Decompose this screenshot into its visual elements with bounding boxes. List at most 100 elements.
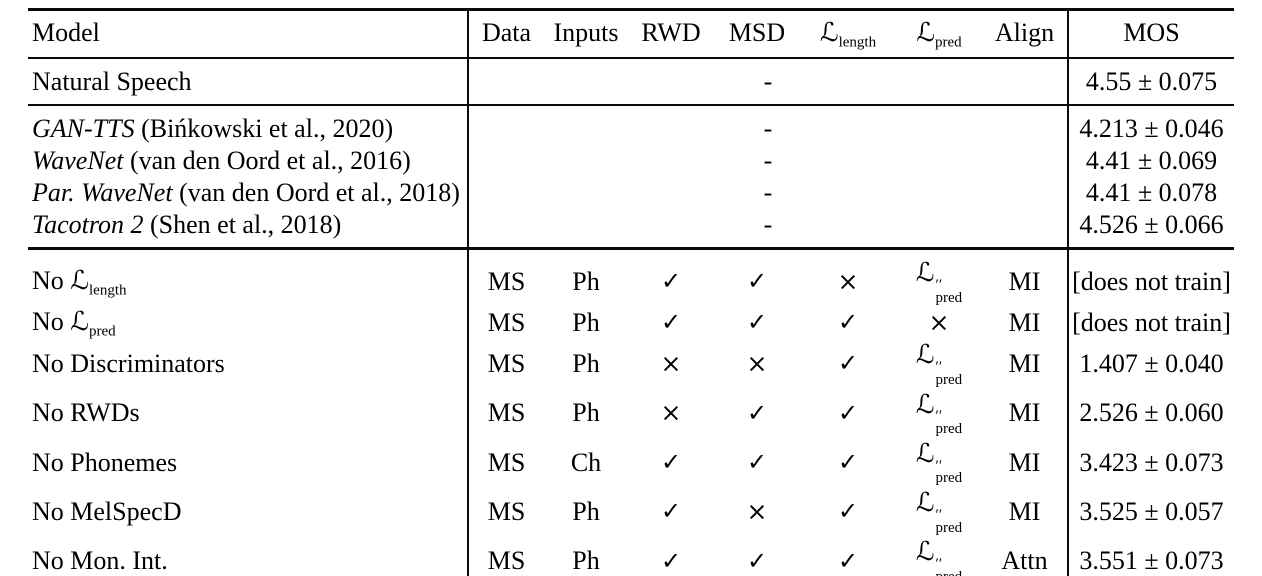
script-L-symbol: ℒ (915, 389, 935, 420)
table-row: No ℒlength MS Ph ✓ ✓ × ℒ ′′ pred MI [does not trai… (28, 248, 1234, 307)
model-name-cell: No RWDs (32, 398, 140, 428)
script-L-symbol: ℒ (70, 266, 90, 297)
column-header-align: Align (994, 18, 1055, 47)
inputs-cell: Ch (570, 447, 602, 477)
data-cell: MS (467, 306, 544, 340)
align-cell: Attn (1001, 546, 1048, 576)
align-cell: MI (1008, 447, 1041, 477)
rwd-cell: ✓ (628, 249, 714, 307)
align-cell: MI (1008, 266, 1041, 296)
column-header-lpred: ℒpred (916, 18, 962, 51)
check-mark: ✓ (837, 546, 859, 575)
msd-cell: × (714, 487, 800, 536)
rwd-cell: × (628, 389, 714, 438)
cross-mark: × (928, 307, 950, 337)
inputs-cell: Ph (572, 496, 600, 526)
check-mark: ✓ (837, 497, 859, 526)
mos-value-cell: 4.41 ± 0.069 (1067, 145, 1234, 177)
lpred-cell: ℒ′′pred (915, 258, 963, 306)
script-L-symbol: ℒ (70, 307, 90, 338)
mos-value-cell: 4.55 ± 0.075 (1067, 58, 1234, 105)
table-row: GAN-TTS (Bińkowski et al., 2020) -4.213 ±… (28, 105, 1234, 145)
inputs-cell: Ph (572, 348, 600, 378)
msd-cell: × (714, 339, 800, 388)
table-group-ablations: No ℒlength MS Ph ✓ ✓ × ℒ ′′ pred MI [does not trai… (28, 248, 1234, 576)
table-group-baselines: GAN-TTS (Bińkowski et al., 2020) -4.213 ±… (28, 105, 1234, 249)
model-name-cell: Natural Speech (32, 67, 192, 96)
data-cell: MS (467, 536, 544, 576)
not-applicable-cell: - (467, 58, 1068, 105)
msd-cell: ✓ (714, 389, 800, 438)
not-applicable-cell: - (467, 145, 1068, 177)
column-header-inputs: Inputs (553, 18, 619, 47)
inputs-cell: Ph (572, 546, 600, 576)
rwd-cell: ✓ (628, 536, 714, 576)
model-name-cell: No ℒlength (32, 266, 127, 299)
data-cell: MS (467, 388, 544, 438)
llength-cell: ✓ (800, 389, 896, 438)
check-mark: ✓ (837, 448, 859, 477)
model-name-cell: GAN-TTS (Bińkowski et al., 2020) (32, 114, 394, 143)
model-name-cell: Par. WaveNet (van den Oord et al., 2018) (32, 178, 460, 207)
align-cell: MI (1008, 496, 1041, 526)
column-header-model: Model (32, 18, 100, 47)
lpred-cell: ℒ′′pred (915, 340, 963, 388)
inputs-cell: Ph (572, 266, 600, 296)
inputs-cell: Ph (572, 398, 600, 428)
inputs-cell: Ph (572, 307, 600, 337)
rwd-cell: × (628, 339, 714, 388)
table-header: Model Data Inputs RWD MSD ℒlength ℒpred Align MO… (28, 9, 1234, 58)
mos-value-cell: 4.213 ± 0.046 (1067, 105, 1234, 145)
rwd-cell: ✓ (628, 438, 714, 487)
table-row: No Phonemes MS Ch ✓ ✓ ✓ ℒ ′′ pred MI 3.423 ± 0.073 (28, 437, 1234, 488)
llength-cell: ✓ (800, 339, 896, 388)
lpred-cell: ℒ′′pred (915, 389, 963, 438)
script-L-symbol: ℒ (915, 438, 935, 469)
msd-cell: ✓ (714, 438, 800, 487)
script-L-symbol: ℒ (915, 488, 935, 519)
table-group-natural-speech: Natural Speech -4.55 ± 0.075 (28, 58, 1234, 105)
column-header-rwd: RWD (641, 18, 701, 47)
cross-mark: × (746, 496, 768, 526)
cross-mark: × (837, 266, 859, 296)
data-cell: MS (467, 437, 544, 488)
lpred-cell: ℒ′′pred (915, 438, 963, 487)
column-header-mos: MOS (1067, 9, 1234, 58)
table-row: Par. WaveNet (van den Oord et al., 2018)… (28, 177, 1234, 209)
check-mark: ✓ (660, 448, 682, 477)
msd-cell: ✓ (714, 306, 800, 339)
check-mark: ✓ (746, 267, 768, 296)
model-name-cell: No Phonemes (32, 447, 178, 477)
mos-value-cell: 2.526 ± 0.060 (1067, 388, 1234, 438)
cross-mark: × (746, 348, 768, 378)
align-cell: MI (1008, 398, 1041, 428)
table-row: No Mon. Int. MS Ph ✓ ✓ ✓ ℒ′′pred Attn 3.551 ± 0.… (28, 536, 1234, 576)
column-header-msd: MSD (728, 18, 786, 47)
check-mark: ✓ (746, 398, 768, 427)
not-applicable-cell: - (467, 105, 1068, 145)
table-row: WaveNet (van den Oord et al., 2016) -4.41… (28, 145, 1234, 177)
check-mark: ✓ (660, 546, 682, 575)
check-mark: ✓ (660, 308, 682, 337)
llength-cell: × (800, 249, 896, 307)
align-cell: MI (1008, 307, 1041, 337)
llength-cell: ✓ (800, 536, 896, 576)
mos-value-cell: [does not train] (1067, 248, 1234, 307)
script-L-symbol: ℒ (915, 537, 935, 568)
llength-cell: ✓ (800, 438, 896, 487)
rwd-cell: ✓ (628, 487, 714, 536)
lpred-cell: × (896, 306, 982, 339)
table-row: No ℒpred MS Ph ✓ ✓ ✓ × MI [does not train] (28, 306, 1234, 340)
script-L-symbol: ℒ (819, 18, 839, 48)
mos-value-cell: 4.526 ± 0.066 (1067, 209, 1234, 249)
model-name-cell: WaveNet (van den Oord et al., 2016) (32, 146, 411, 175)
check-mark: ✓ (837, 349, 859, 378)
mos-value-cell: 3.423 ± 0.073 (1067, 437, 1234, 488)
check-mark: ✓ (746, 546, 768, 575)
llength-cell: ✓ (800, 487, 896, 536)
model-name-cell: No MelSpecD (32, 496, 182, 526)
lpred-cell: ℒ′′pred (915, 488, 963, 536)
table-row: Natural Speech -4.55 ± 0.075 (28, 58, 1234, 105)
ablation-results-table: Model Data Inputs RWD MSD ℒlength ℒpred Align MO… (28, 8, 1234, 576)
model-name-cell: No ℒpred (32, 307, 116, 340)
